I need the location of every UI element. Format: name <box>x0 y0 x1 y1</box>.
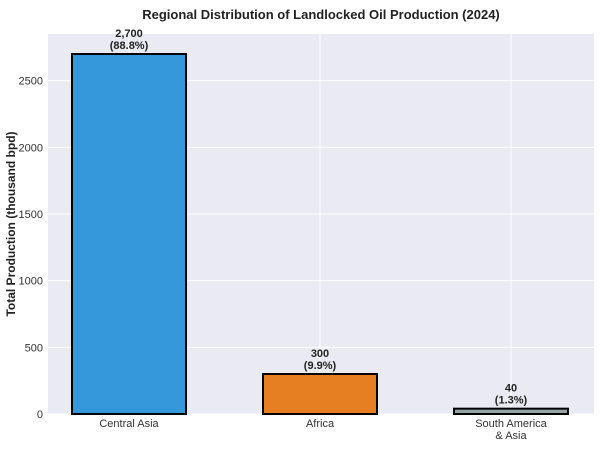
percent-label: (1.3%) <box>495 395 528 407</box>
chart-title: Regional Distribution of Landlocked Oil … <box>142 7 500 22</box>
percent-label: (88.8%) <box>110 40 149 52</box>
x-tick-label: Central Asia <box>99 418 159 430</box>
x-tick-label: South America & Asia <box>475 418 547 442</box>
value-label: 2,700 <box>115 28 143 40</box>
y-tick-label: 0 <box>37 409 43 421</box>
bar <box>453 407 569 415</box>
value-label: 40 <box>505 383 517 395</box>
y-tick-label: 500 <box>25 342 43 354</box>
y-tick-label: 1500 <box>19 209 43 221</box>
y-tick-label: 2500 <box>19 76 43 88</box>
y-axis-label: Total Production (thousand bpd) <box>4 131 18 316</box>
bar <box>262 373 378 415</box>
bar <box>71 53 187 415</box>
x-tick-label: Africa <box>306 418 335 430</box>
y-tick-label: 2000 <box>19 142 43 154</box>
value-label: 300 <box>311 348 329 360</box>
y-tick-label: 1000 <box>19 276 43 288</box>
percent-label: (9.9%) <box>304 360 337 372</box>
